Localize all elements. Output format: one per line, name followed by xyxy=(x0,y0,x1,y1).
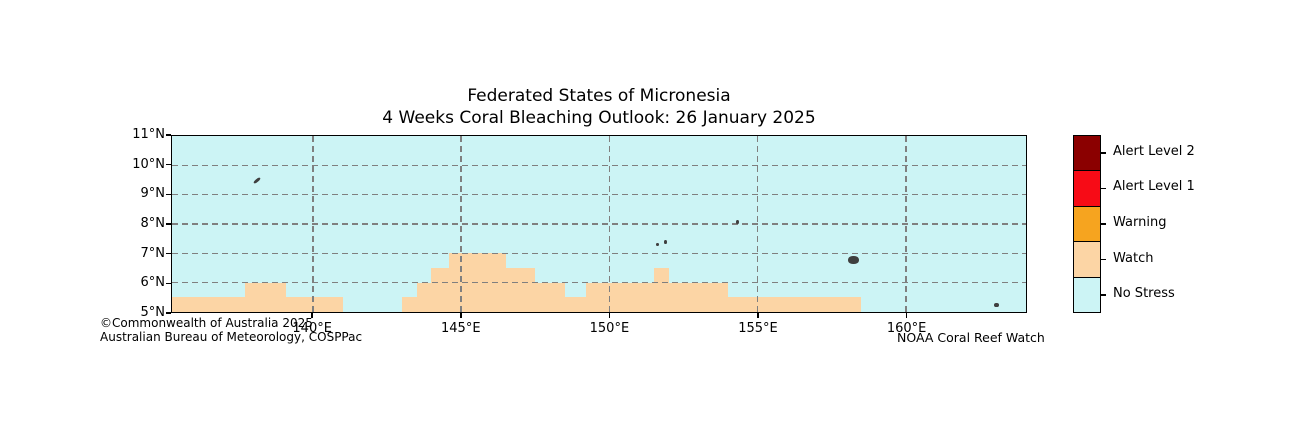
watch-region-cell xyxy=(401,297,862,312)
legend-swatch xyxy=(1074,136,1100,171)
legend-swatch xyxy=(1074,170,1100,206)
y-tick-mark xyxy=(166,252,171,255)
lat-gridline xyxy=(172,252,1026,255)
y-tick-label: 10°N xyxy=(132,156,165,172)
lon-gridline xyxy=(608,136,611,312)
x-tick-label: 145°E xyxy=(441,321,481,336)
legend-swatch xyxy=(1074,276,1100,313)
y-tick-label: 8°N xyxy=(140,216,166,231)
y-tick-label: 7°N xyxy=(140,245,166,261)
x-tick-label: 140°E xyxy=(292,321,332,336)
watch-region-cell xyxy=(653,268,669,283)
lon-gridline xyxy=(460,136,462,312)
y-tick-mark xyxy=(166,223,171,225)
watch-region-cell xyxy=(585,282,728,298)
x-tick-label: 155°E xyxy=(738,321,778,336)
legend-tick-mark xyxy=(1101,294,1106,296)
lat-gridline xyxy=(172,281,1026,284)
x-tick-label: 150°E xyxy=(589,321,630,336)
figure-title-block: Federated States of Micronesia 4 Weeks C… xyxy=(171,85,1027,129)
copyright-line2: Australian Bureau of Meteorology, COSPPa… xyxy=(100,330,363,344)
noaa-credit: NOAA Coral Reef Watch xyxy=(897,330,1045,345)
watch-region-cell xyxy=(449,253,506,268)
island-dot xyxy=(847,255,859,264)
legend-label: Warning xyxy=(1113,215,1167,230)
lon-gridline xyxy=(312,136,314,312)
y-tick-label: 11°N xyxy=(132,127,165,142)
y-tick-label: 6°N xyxy=(140,275,166,291)
x-tick-mark xyxy=(757,313,759,318)
lat-gridline xyxy=(172,164,1026,167)
legend-tick-mark xyxy=(1101,152,1106,154)
island-dot xyxy=(993,302,999,307)
y-tick-mark xyxy=(166,282,171,285)
y-tick-label: 5°N xyxy=(140,305,166,320)
legend-label: No Stress xyxy=(1113,286,1175,302)
island-dot xyxy=(252,176,261,184)
x-tick-mark xyxy=(311,313,313,318)
x-tick-mark xyxy=(905,313,908,318)
legend-tick-mark xyxy=(1101,223,1106,225)
island-dot xyxy=(655,243,659,247)
legend-colorbar xyxy=(1073,135,1101,313)
y-tick-mark xyxy=(166,163,171,166)
map-plot-area xyxy=(171,135,1027,313)
y-tick-label: 9°N xyxy=(140,186,166,202)
x-tick-label: 160°E xyxy=(886,321,927,336)
legend-label: Alert Level 1 xyxy=(1113,179,1195,195)
lon-gridline xyxy=(905,136,907,312)
legend-swatch xyxy=(1074,205,1100,242)
watch-region-cell xyxy=(416,282,565,298)
figure-title-line1: Federated States of Micronesia xyxy=(467,86,731,106)
legend-label: Alert Level 2 xyxy=(1113,143,1195,159)
lat-gridline xyxy=(172,193,1026,196)
lon-gridline xyxy=(756,136,759,312)
copyright-line1: ©Commonwealth of Australia 2025 xyxy=(100,316,313,330)
legend-tick-mark xyxy=(1101,187,1106,190)
lat-gridline xyxy=(172,223,1026,225)
y-tick-mark xyxy=(166,312,171,314)
x-tick-mark xyxy=(608,313,611,318)
watch-region-cell xyxy=(431,268,536,283)
legend-swatch xyxy=(1074,241,1100,277)
figure-title-line2: 4 Weeks Coral Bleaching Outlook: 26 Janu… xyxy=(382,108,816,128)
legend-tick-mark xyxy=(1101,258,1106,261)
watch-region-cell xyxy=(244,282,287,298)
watch-region-cell xyxy=(172,297,343,312)
x-tick-mark xyxy=(460,313,462,318)
legend-label: Watch xyxy=(1113,250,1154,266)
island-dot xyxy=(663,240,667,245)
y-tick-mark xyxy=(166,134,171,136)
island-dot xyxy=(735,220,739,225)
y-tick-mark xyxy=(166,193,171,196)
